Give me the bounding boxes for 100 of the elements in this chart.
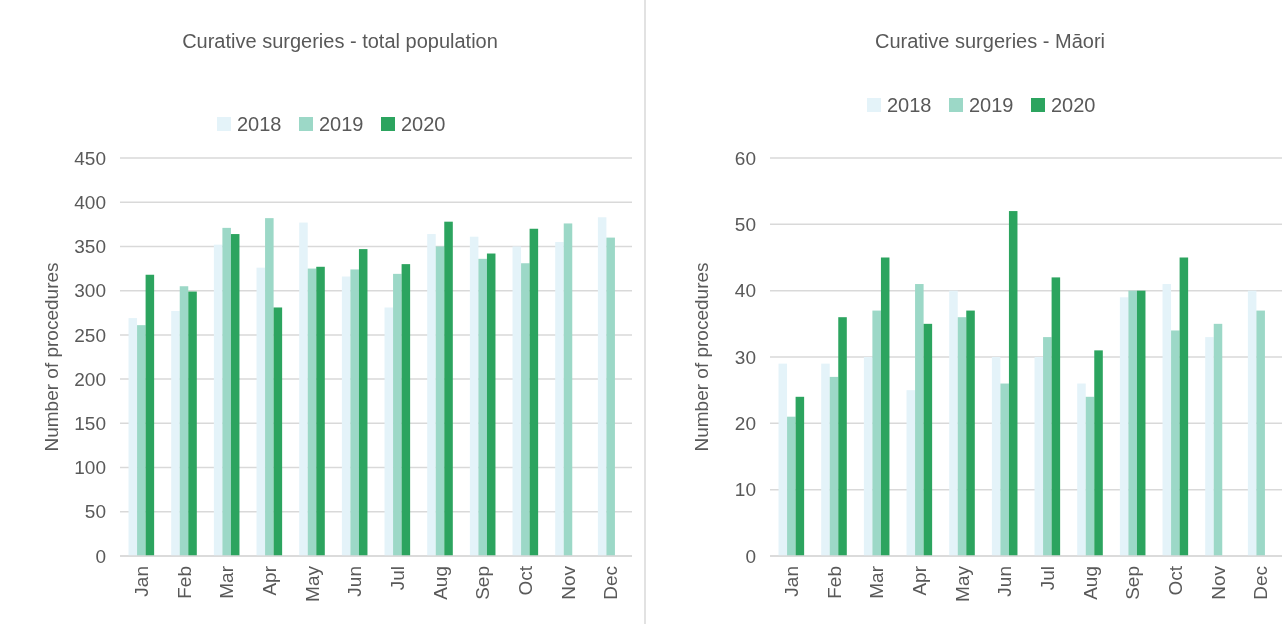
- bar: [829, 376, 839, 556]
- bar: [555, 242, 564, 556]
- bar: [273, 307, 283, 556]
- y-tick-label: 0: [745, 545, 756, 567]
- bar: [265, 218, 274, 556]
- bar: [1171, 330, 1180, 556]
- y-tick-label: 450: [74, 147, 106, 169]
- bar: [358, 249, 368, 556]
- y-axis-title: Number of procedures: [41, 262, 62, 452]
- bar: [795, 396, 805, 556]
- bar: [341, 276, 351, 556]
- bar: [256, 267, 266, 556]
- bar: [1213, 323, 1223, 556]
- bar: [1094, 350, 1103, 556]
- x-tick-label: Aug: [429, 566, 451, 600]
- x-tick-label: Jun: [994, 566, 1016, 597]
- bar: [1205, 337, 1214, 556]
- bar: [1119, 297, 1129, 556]
- bar: [171, 311, 180, 556]
- bar: [1008, 211, 1018, 556]
- bar: [384, 307, 394, 556]
- bar: [427, 234, 436, 556]
- y-tick-label: 150: [74, 412, 106, 434]
- x-tick-label: Apr: [258, 565, 280, 596]
- bar: [923, 323, 933, 556]
- bar: [787, 416, 796, 556]
- x-tick-label: Aug: [1079, 566, 1101, 600]
- bar: [1162, 284, 1172, 556]
- bar: [316, 266, 325, 556]
- bar: [1000, 383, 1009, 556]
- bar: [529, 228, 539, 556]
- y-tick-label: 60: [734, 147, 756, 169]
- bar: [128, 318, 138, 556]
- bar: [1256, 310, 1265, 556]
- x-tick-label: Jun: [344, 566, 366, 597]
- x-tick-label: Sep: [472, 566, 494, 600]
- bar: [350, 269, 359, 556]
- bar: [838, 317, 847, 556]
- legend-label: 2019: [969, 94, 1014, 116]
- bar: [821, 363, 830, 556]
- bar: [880, 257, 890, 556]
- y-tick-label: 50: [84, 501, 106, 523]
- bar: [213, 244, 223, 556]
- y-tick-label: 40: [734, 280, 756, 302]
- bar: [137, 325, 146, 556]
- bar: [563, 223, 573, 556]
- y-tick-label: 100: [74, 457, 106, 479]
- bar: [1077, 383, 1086, 556]
- legend-label: 2019: [319, 113, 364, 135]
- bar: [915, 284, 924, 556]
- x-tick-label: Apr: [908, 565, 930, 596]
- x-tick-label: Feb: [173, 566, 195, 599]
- x-tick-label: Mar: [866, 565, 888, 599]
- bar: [230, 234, 240, 556]
- y-tick-label: 20: [734, 412, 756, 434]
- bar: [512, 246, 522, 556]
- legend-label: 2018: [237, 113, 282, 135]
- bar: [1247, 290, 1257, 556]
- x-tick-label: Nov: [557, 565, 579, 600]
- legend-label: 2018: [887, 94, 932, 116]
- x-tick-label: May: [951, 565, 973, 602]
- bar: [478, 258, 487, 556]
- y-tick-label: 30: [734, 346, 756, 368]
- bar: [949, 290, 958, 556]
- y-tick-label: 0: [95, 545, 106, 567]
- y-tick-label: 10: [734, 479, 756, 501]
- y-axis-title: Number of procedures: [691, 262, 712, 452]
- bar: [778, 363, 788, 556]
- bar: [179, 286, 189, 556]
- x-tick-label: Jan: [780, 566, 802, 597]
- x-tick-label: Mar: [216, 565, 238, 599]
- bar: [966, 310, 975, 556]
- bar: [1034, 357, 1044, 556]
- chart-title: Curative surgeries - total population: [182, 30, 498, 52]
- x-tick-label: Dec: [600, 566, 622, 600]
- bar: [1128, 290, 1137, 556]
- x-tick-label: Oct: [514, 565, 536, 596]
- x-tick-label: Nov: [1207, 565, 1229, 600]
- x-tick-label: Jul: [1036, 566, 1058, 591]
- x-tick-label: Oct: [1164, 565, 1186, 596]
- bar: [444, 221, 453, 556]
- y-tick-label: 50: [734, 213, 756, 235]
- chart-title: Curative surgeries - Māori: [874, 30, 1106, 52]
- legend-label: 2020: [401, 113, 446, 135]
- y-tick-label: 200: [74, 368, 106, 390]
- bar: [145, 274, 155, 556]
- bar: [222, 227, 231, 556]
- legend-label: 2020: [1051, 94, 1096, 116]
- bar: [991, 357, 1001, 556]
- bar: [872, 310, 881, 556]
- bar: [597, 217, 607, 556]
- bar: [957, 317, 967, 556]
- bar: [1051, 277, 1061, 556]
- y-tick-label: 400: [74, 191, 106, 213]
- y-tick-label: 250: [74, 324, 106, 346]
- bar: [486, 253, 496, 556]
- bar: [401, 264, 411, 556]
- x-tick-label: Sep: [1122, 566, 1144, 600]
- bar: [469, 236, 479, 556]
- bar: [606, 237, 615, 556]
